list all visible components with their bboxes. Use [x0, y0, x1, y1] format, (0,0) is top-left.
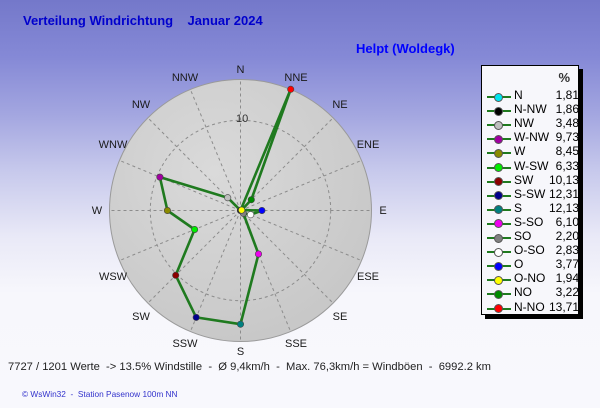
svg-text:ENE: ENE — [357, 139, 380, 151]
svg-text:S: S — [237, 346, 244, 358]
svg-text:WNW: WNW — [99, 139, 128, 151]
svg-text:SSE: SSE — [285, 338, 307, 350]
svg-text:NNW: NNW — [172, 72, 199, 84]
svg-text:NNE: NNE — [284, 72, 307, 84]
svg-text:NE: NE — [332, 99, 347, 111]
svg-text:SSW: SSW — [172, 338, 198, 350]
svg-text:E: E — [379, 205, 386, 217]
svg-text:NW: NW — [132, 99, 151, 111]
svg-text:SE: SE — [333, 311, 348, 323]
svg-text:SW: SW — [132, 311, 150, 323]
svg-text:ESE: ESE — [357, 271, 379, 283]
svg-text:WSW: WSW — [99, 271, 128, 283]
svg-text:N: N — [237, 64, 245, 76]
svg-text:W: W — [92, 205, 103, 217]
